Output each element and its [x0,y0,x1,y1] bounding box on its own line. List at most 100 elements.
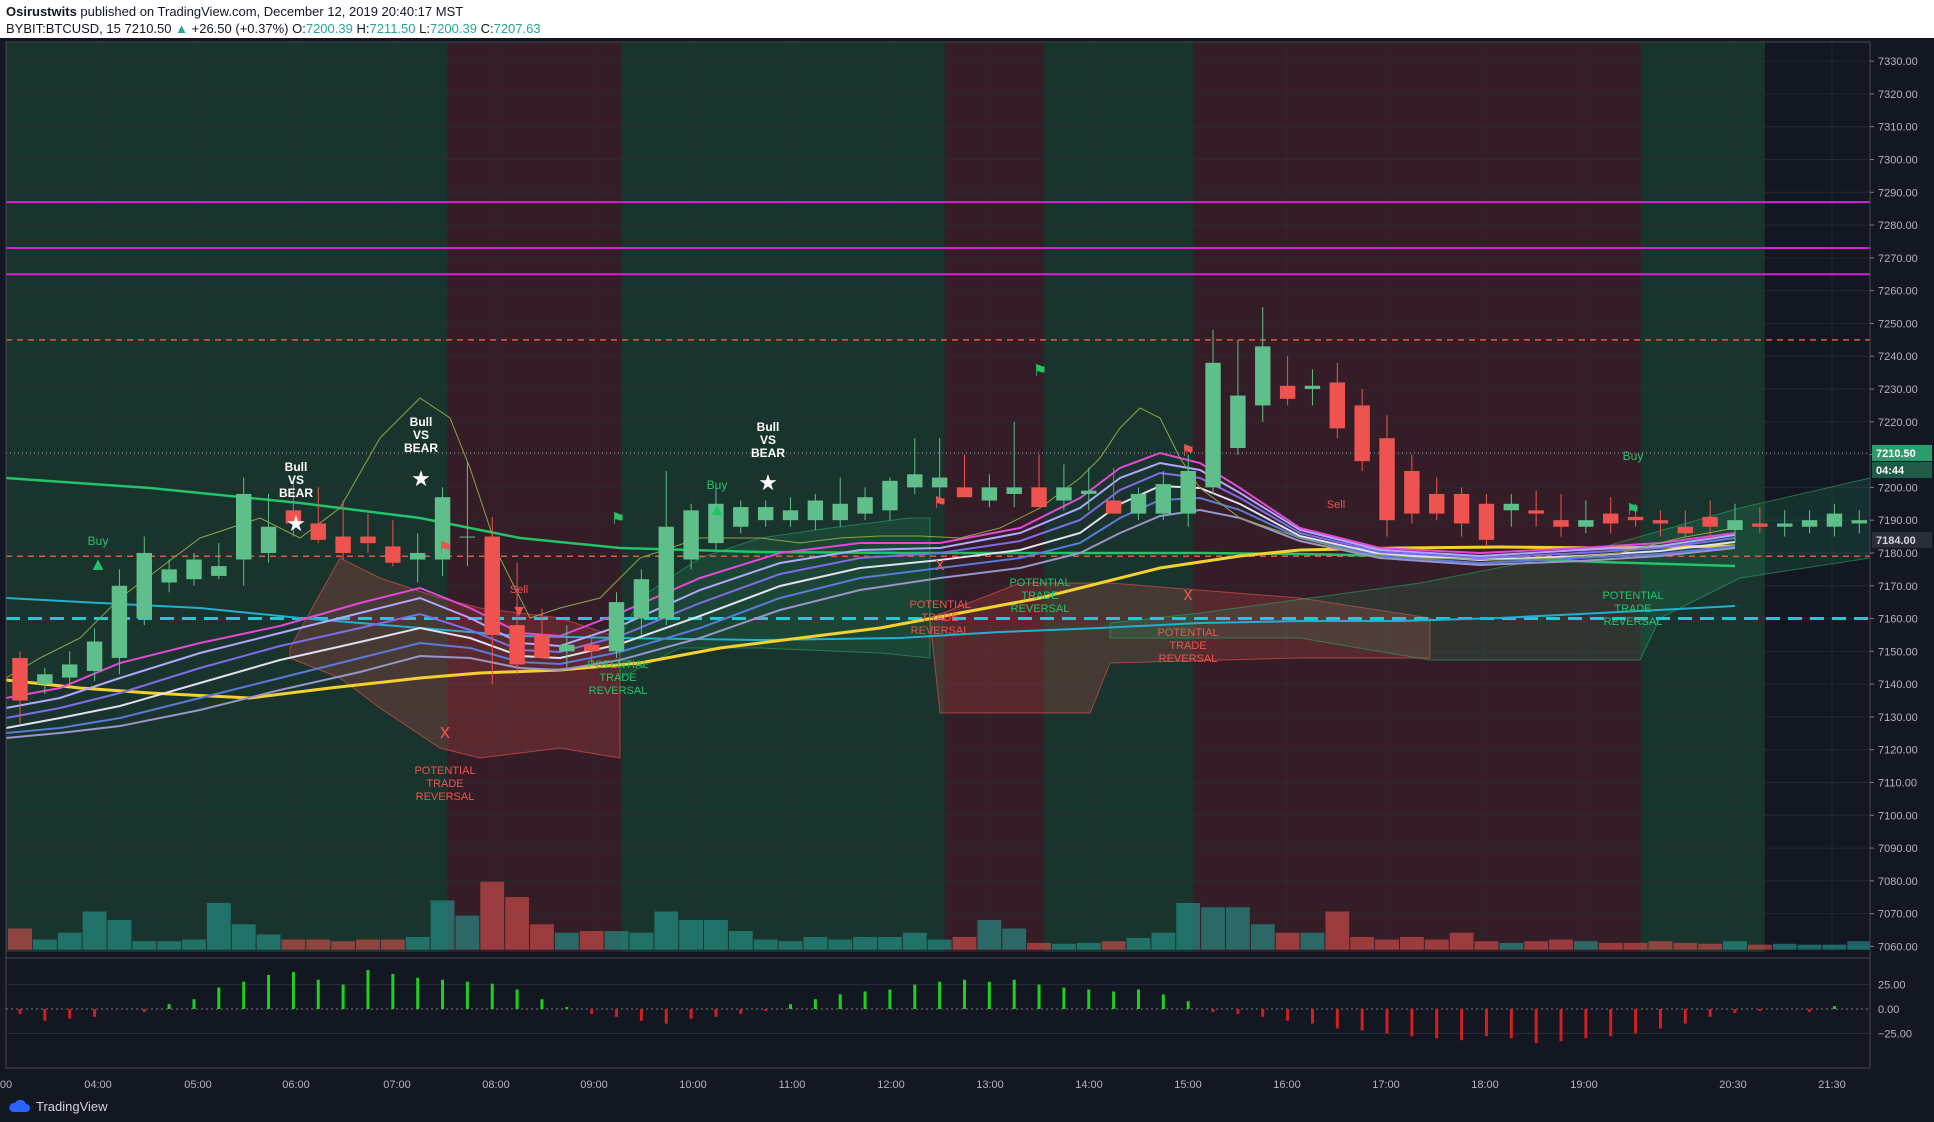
candle-bear [1752,523,1768,527]
volume-bar [380,939,405,950]
candle-bear [1429,493,1445,514]
flag-icon: ⚑ [1033,363,1047,380]
bull-vs-bear-label: VS [760,433,776,447]
candle-bull [1056,487,1072,501]
level-label: 7184.00 [1876,535,1916,547]
trade-reversal-label: TRADE [1021,590,1058,602]
candle-bull [907,474,923,488]
price-tick-label: 7220.00 [1878,417,1918,429]
time-tick-label: 18:00 [1471,1079,1499,1091]
candle-bull [86,641,103,672]
volume-bar [157,941,182,950]
candle-bull [832,503,848,521]
candle-bull [1205,362,1221,488]
volume-bar [579,931,604,950]
open-label: O: [292,21,306,36]
candle-bull [608,602,625,652]
time-tick-label: 21:30 [1818,1079,1846,1091]
trade-reversal-label: TRADE [426,778,463,790]
session-zone-red [447,42,622,952]
cloud-logo-icon [9,1099,30,1112]
volume-bar [803,936,828,950]
author-name[interactable]: Osirustwits [6,4,77,19]
volume-bar [1201,907,1225,950]
candle-bull [1826,513,1843,527]
time-tick-label: 05:00 [184,1079,212,1091]
candle-bull [683,510,699,560]
volume-bar [1350,936,1375,950]
publish-line: Osirustwits published on TradingView.com… [6,4,463,19]
candle-bull [981,487,998,501]
flag-icon: ⚑ [438,540,452,557]
price-tick-label: 7180.00 [1878,548,1918,560]
flag-icon: ⚑ [1626,502,1640,519]
ma-ribbon-4 [5,484,1736,729]
candle-bull [409,552,426,560]
trade-reversal-label: POTENTIAL [1157,627,1218,639]
bull-vs-bear-label: BEAR [404,441,438,455]
candle-bear [1553,520,1569,527]
time-tick-label: 10:00 [679,1079,707,1091]
star-icon: ★ [411,466,431,491]
reversal-x-icon: x [1184,584,1193,604]
ohlc-line: BYBIT:BTCUSD, 15 7210.50 ▲ +26.50 (+0.37… [6,21,541,36]
bull-vs-bear-label: BEAR [751,446,785,460]
price-tick-label: 7320.00 [1878,89,1918,101]
time-tick-label: 13:00 [976,1079,1004,1091]
candle-bear [12,657,28,701]
chart-header: Osirustwits published on TradingView.com… [0,0,1934,38]
volume-bar [57,932,82,950]
candle-bear [1279,385,1296,399]
brand-name: TradingView [36,1098,108,1114]
trade-reversal-label: POTENTIAL [1009,577,1070,589]
price-tick-label: 7260.00 [1878,286,1918,298]
volume-bar [530,924,554,950]
volume-bar [1375,939,1399,950]
candle-bull [1081,490,1097,494]
tradingview-logo[interactable]: TradingView [8,1098,108,1114]
price-tick-label: 7120.00 [1878,745,1918,757]
reversal-x-icon: x [936,554,945,574]
price-tick-label: 7170.00 [1878,581,1918,593]
buy-arrow-icon: ▲ [708,499,726,519]
bull-vs-bear-label: VS [288,473,304,487]
bull-vs-bear-label: Bull [757,420,780,434]
volume-bar [1573,941,1598,950]
bull-vs-bear-label: Bull [285,460,308,474]
volume-bar [1101,941,1126,950]
symbol-label[interactable]: BYBIT:BTCUSD, 15 [6,21,121,36]
flag-icon: ⚑ [933,495,947,512]
candle-bear [360,536,376,544]
price-chart[interactable]: Buy ▲ Bull VS BEAR ★ Bull VS BEAR ★ Bull… [0,38,1934,1098]
volume-bar [82,911,107,950]
time-tick-label: 16:00 [1273,1079,1301,1091]
candle-bear [1603,513,1619,524]
candle-bear [1677,526,1693,534]
time-tick-label: 11:00 [779,1079,806,1091]
star-icon: ★ [286,511,306,536]
candle-bear [1453,493,1470,524]
countdown-label-box [1872,461,1932,478]
time-tick-label: 04:00 [84,1079,112,1091]
candle-bull [111,585,128,658]
volume-bar [455,915,480,950]
time-tick-label: 14:00 [1075,1079,1103,1091]
candle-bull [1578,520,1594,527]
up-arrow-icon: ▲ [175,21,188,36]
volume-bar [927,939,952,950]
ma-ribbon-6 [5,508,1736,739]
osc-tick-label: 0.00 [1878,1004,1899,1016]
volume-bar [1300,932,1325,950]
chart-canvas[interactable]: Buy ▲ Bull VS BEAR ★ Bull VS BEAR ★ Bull… [0,38,1934,1098]
trade-reversal-label: POTENTIAL [587,659,648,671]
price-tick-label: 7270.00 [1878,253,1918,265]
price-tick-label: 7060.00 [1878,941,1918,953]
candle-bull [633,579,650,619]
candle-bull [757,507,774,521]
volume-bar [405,936,430,950]
time-tick-label: 09:00 [580,1079,608,1091]
candle-bear [509,625,525,665]
cloud-green-2 [1109,477,1871,661]
trade-reversal-label: TRADE [1614,603,1651,615]
volume-bar [430,900,455,950]
